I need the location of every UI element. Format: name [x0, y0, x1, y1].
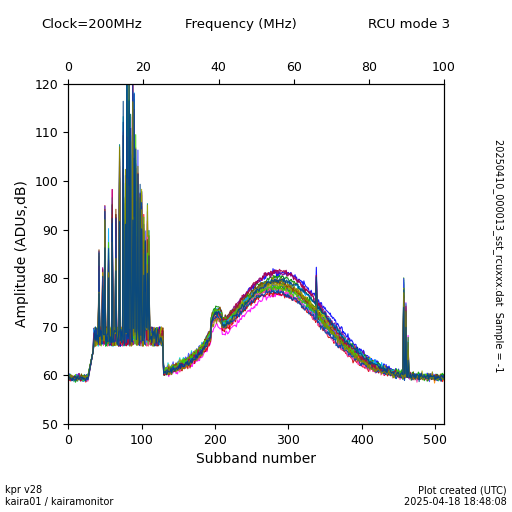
X-axis label: Subband number: Subband number — [196, 452, 316, 466]
Text: Frequency (MHz): Frequency (MHz) — [185, 18, 296, 31]
Text: 20250410_000013_sst_rcuxxx.dat  Sample = -1: 20250410_000013_sst_rcuxxx.dat Sample = … — [494, 139, 504, 373]
Y-axis label: Amplitude (ADUs,dB): Amplitude (ADUs,dB) — [15, 180, 29, 327]
Text: Clock=200MHz: Clock=200MHz — [41, 18, 142, 31]
Text: Plot created (UTC)
2025-04-18 18:48:08: Plot created (UTC) 2025-04-18 18:48:08 — [404, 485, 507, 507]
Text: RCU mode 3: RCU mode 3 — [369, 18, 451, 31]
Text: kpr v28
kaira01 / kairamonitor: kpr v28 kaira01 / kairamonitor — [5, 485, 114, 507]
